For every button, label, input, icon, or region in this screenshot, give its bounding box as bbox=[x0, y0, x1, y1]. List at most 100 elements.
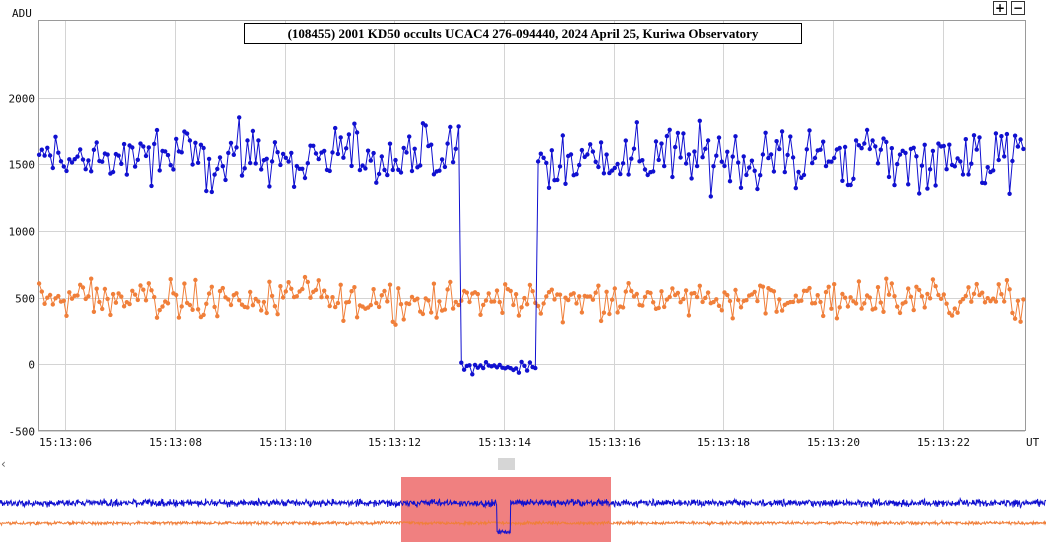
grid-lines bbox=[38, 20, 1025, 432]
series-orange-point bbox=[89, 276, 94, 281]
series-orange-point bbox=[429, 310, 434, 315]
series-blue-point bbox=[629, 156, 634, 161]
series-orange-point bbox=[398, 302, 404, 307]
series-orange-point bbox=[250, 303, 256, 308]
series-blue-point bbox=[269, 159, 275, 164]
series-blue-point bbox=[327, 168, 332, 174]
series-orange-point bbox=[478, 312, 483, 317]
series-blue-point bbox=[651, 169, 656, 174]
series-orange-point bbox=[670, 286, 675, 291]
series-orange-point bbox=[212, 304, 217, 310]
series-orange-point bbox=[431, 281, 437, 286]
scroll-left-icon[interactable]: ‹ bbox=[1, 457, 6, 471]
series-blue-point bbox=[431, 172, 437, 177]
series-blue-point bbox=[91, 147, 97, 152]
series-orange-point bbox=[45, 295, 50, 300]
series-blue-point bbox=[538, 151, 543, 156]
series-orange-point bbox=[919, 294, 925, 299]
series-blue-point bbox=[283, 155, 288, 160]
series-orange-point bbox=[738, 305, 744, 310]
series-blue-point bbox=[163, 149, 168, 154]
series-blue-point bbox=[694, 163, 700, 169]
series-blue-point bbox=[758, 173, 763, 178]
series-blue-point bbox=[653, 139, 659, 144]
series-blue-point bbox=[344, 146, 349, 151]
series-blue-point bbox=[171, 167, 176, 172]
series-orange-point bbox=[450, 306, 456, 311]
series-orange-point bbox=[991, 296, 996, 301]
series-orange-point bbox=[302, 274, 308, 280]
series-orange-point bbox=[278, 284, 283, 289]
series-orange-point bbox=[845, 304, 851, 309]
series-orange-point bbox=[50, 302, 55, 307]
series-blue-point bbox=[563, 181, 568, 186]
series-blue-point bbox=[83, 167, 88, 172]
series-orange-point bbox=[453, 299, 458, 305]
series-orange-point bbox=[415, 296, 420, 301]
series-orange-point bbox=[335, 300, 341, 306]
series-blue-point bbox=[631, 146, 637, 151]
x-tick-label: 15:13:10 bbox=[259, 436, 312, 449]
series-orange-point bbox=[590, 297, 596, 302]
series-orange-point bbox=[933, 284, 938, 289]
series-blue-point bbox=[812, 155, 818, 161]
series-orange-point bbox=[204, 301, 209, 306]
series-blue-point bbox=[1021, 146, 1026, 152]
series-blue-point bbox=[947, 142, 952, 147]
y-tick-label: 2000 bbox=[9, 93, 36, 106]
series-blue-point bbox=[259, 167, 264, 172]
series-blue-point bbox=[955, 156, 960, 161]
series-blue-point bbox=[801, 172, 807, 178]
series-blue-point bbox=[442, 164, 448, 170]
series-blue-point bbox=[382, 167, 387, 173]
series-blue-point bbox=[242, 166, 247, 171]
series-orange-point bbox=[1012, 316, 1018, 321]
series-blue-point bbox=[497, 362, 502, 368]
series-orange-point bbox=[80, 285, 86, 290]
series-blue-point bbox=[549, 148, 554, 153]
series-blue-point bbox=[341, 155, 346, 160]
chart-scrollbar[interactable]: ‹ bbox=[0, 456, 1046, 472]
series-orange-point bbox=[944, 301, 949, 306]
series-blue-line bbox=[38, 117, 1024, 377]
series-orange-point bbox=[467, 299, 472, 305]
series-orange-point bbox=[730, 316, 735, 321]
series-orange-point bbox=[779, 308, 785, 313]
series-orange-point bbox=[47, 292, 53, 298]
series-blue-point bbox=[670, 174, 675, 180]
series-blue-point bbox=[659, 141, 664, 146]
series-blue-point bbox=[154, 127, 160, 133]
zoom-out-button[interactable]: − bbox=[1011, 1, 1025, 15]
series-orange-point bbox=[382, 288, 387, 294]
series-blue-point bbox=[267, 184, 272, 189]
zoom-in-button[interactable]: + bbox=[993, 1, 1007, 15]
series-blue-point bbox=[72, 157, 77, 162]
series-orange-point bbox=[283, 289, 288, 294]
series-orange-point bbox=[829, 306, 834, 311]
series-blue-point bbox=[53, 134, 58, 139]
series-orange-point bbox=[280, 295, 286, 300]
series-orange-point bbox=[892, 294, 897, 299]
series-orange-point bbox=[697, 283, 702, 288]
series-blue-point bbox=[130, 145, 135, 150]
series-blue-point bbox=[593, 159, 598, 164]
series-blue-point bbox=[889, 146, 894, 151]
series-blue-point bbox=[234, 145, 239, 150]
overview-navigator[interactable] bbox=[0, 472, 1046, 544]
series-orange-point bbox=[289, 286, 294, 291]
series-orange-point bbox=[152, 294, 157, 300]
overview-series-blue-line bbox=[0, 496, 1046, 535]
series-orange-point bbox=[963, 293, 968, 299]
series-blue-point bbox=[69, 160, 75, 165]
y-tick-label: 0 bbox=[28, 359, 35, 372]
chart-title-box bbox=[244, 23, 802, 44]
series-orange-point bbox=[305, 279, 310, 285]
scroll-thumb[interactable] bbox=[498, 458, 515, 470]
series-blue-point bbox=[725, 149, 730, 154]
series-orange-point bbox=[330, 295, 335, 300]
series-orange-point bbox=[683, 288, 689, 293]
series-blue-point bbox=[963, 137, 968, 142]
series-blue-point bbox=[50, 165, 55, 171]
series-blue-point bbox=[667, 127, 672, 132]
overview-series-orange bbox=[0, 518, 1046, 527]
